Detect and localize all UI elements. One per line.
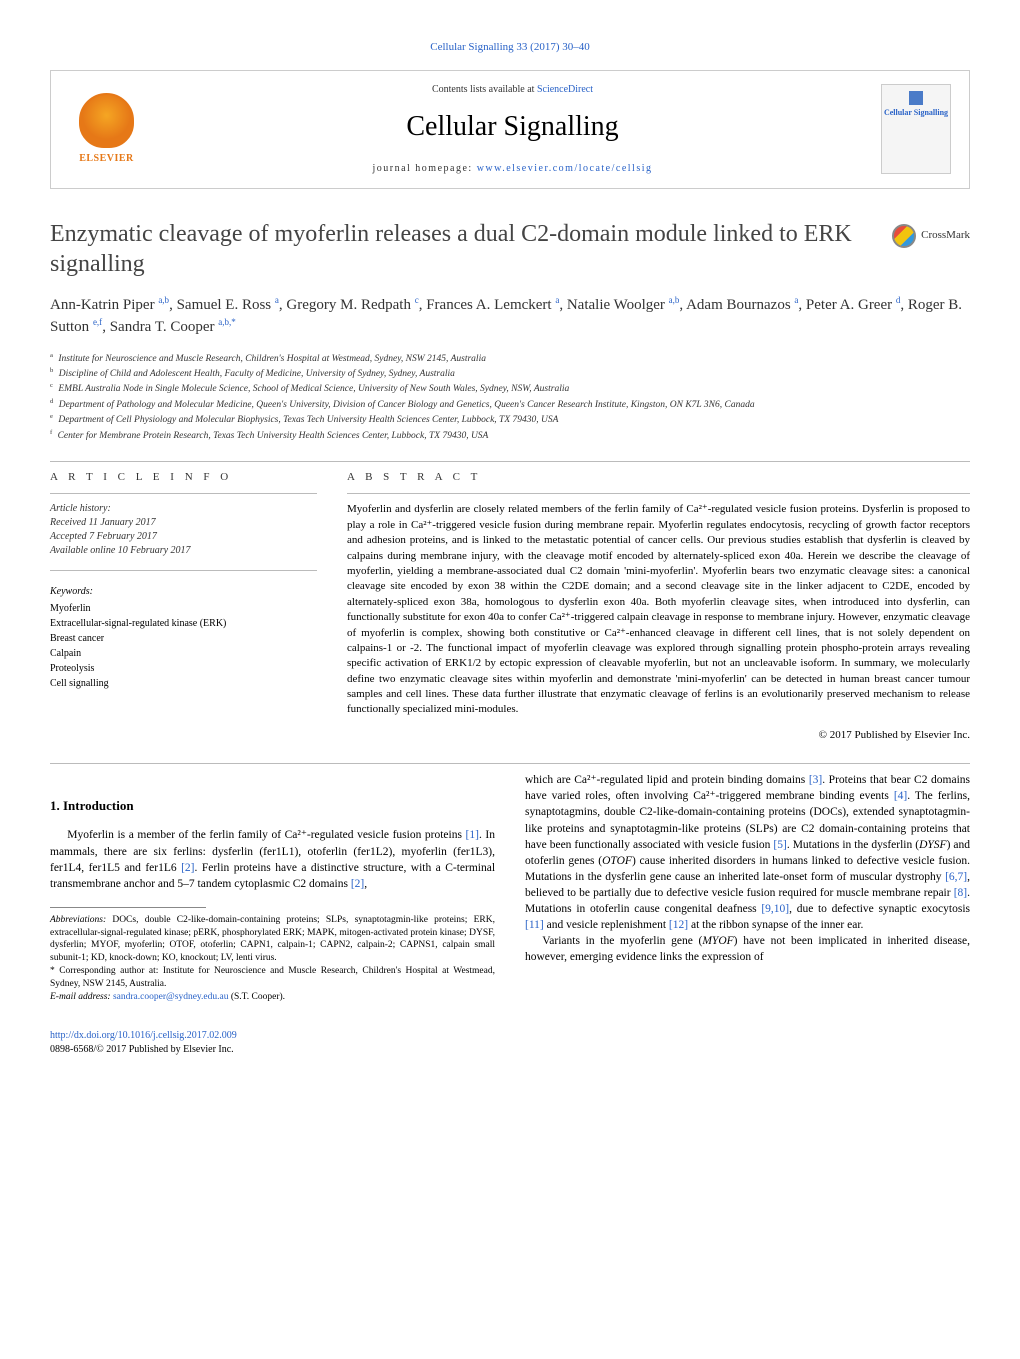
keyword: Breast cancer [50,631,317,646]
email-link[interactable]: sandra.cooper@sydney.edu.au [113,992,229,1002]
elsevier-logo: ELSEVIER [69,84,144,174]
authors-list: Ann-Katrin Piper a,b, Samuel E. Ross a, … [50,294,970,339]
affiliation-line: e Department of Cell Physiology and Mole… [50,412,970,427]
contents-line: Contents lists available at ScienceDirec… [144,83,881,97]
abstract-text: Myoferlin and dysferlin are closely rela… [347,502,970,717]
email-line: E-mail address: sandra.cooper@sydney.edu… [50,991,495,1004]
corresponding-author: * Corresponding author at: Institute for… [50,965,495,991]
doi-link[interactable]: http://dx.doi.org/10.1016/j.cellsig.2017… [50,1030,237,1041]
body-paragraph: which are Ca²⁺-regulated lipid and prote… [525,772,970,933]
article-history: Article history: Received 11 January 201… [50,502,317,558]
abstract-head: A B S T R A C T [347,470,970,485]
keywords-label: Keywords: [50,585,317,599]
body-paragraph: Myoferlin is a member of the ferlin fami… [50,827,495,891]
issn-line: 0898-6568/© 2017 Published by Elsevier I… [50,1043,970,1057]
crossmark-icon [892,224,916,248]
journal-header: ELSEVIER Contents lists available at Sci… [50,70,970,188]
footer: http://dx.doi.org/10.1016/j.cellsig.2017… [50,1029,970,1057]
keyword: Cell signalling [50,676,317,691]
affiliation-line: a Institute for Neuroscience and Muscle … [50,351,970,366]
article-title: Enzymatic cleavage of myoferlin releases… [50,219,872,279]
homepage-line: journal homepage: www.elsevier.com/locat… [144,162,881,176]
journal-name: Cellular Signalling [144,107,881,146]
copyright: © 2017 Published by Elsevier Inc. [347,728,970,743]
abbreviations: Abbreviations: DOCs, double C2-like-doma… [50,914,495,965]
affiliations: a Institute for Neuroscience and Muscle … [50,351,970,443]
journal-cover-icon: Cellular Signalling [881,84,951,174]
keyword: Calpain [50,646,317,661]
elsevier-label: ELSEVIER [79,152,134,166]
affiliation-line: b Discipline of Child and Adolescent Hea… [50,366,970,381]
keywords: MyoferlinExtracellular-signal-regulated … [50,601,317,691]
keyword: Extracellular-signal-regulated kinase (E… [50,616,317,631]
intro-heading: 1. Introduction [50,797,495,815]
citation-header: Cellular Signalling 33 (2017) 30–40 [50,40,970,55]
homepage-link[interactable]: www.elsevier.com/locate/cellsig [477,163,653,174]
body-paragraph: Variants in the myoferlin gene (MYOF) ha… [525,933,970,965]
footnotes: Abbreviations: DOCs, double C2-like-doma… [50,914,495,1004]
affiliation-line: f Center for Membrane Protein Research, … [50,428,970,443]
keyword: Proteolysis [50,661,317,676]
sciencedirect-link[interactable]: ScienceDirect [537,84,593,95]
crossmark-label: CrossMark [921,228,970,243]
affiliation-line: d Department of Pathology and Molecular … [50,397,970,412]
article-info-head: A R T I C L E I N F O [50,470,317,485]
crossmark-badge[interactable]: CrossMark [892,224,970,248]
affiliation-line: c EMBL Australia Node in Single Molecule… [50,381,970,396]
keyword: Myoferlin [50,601,317,616]
